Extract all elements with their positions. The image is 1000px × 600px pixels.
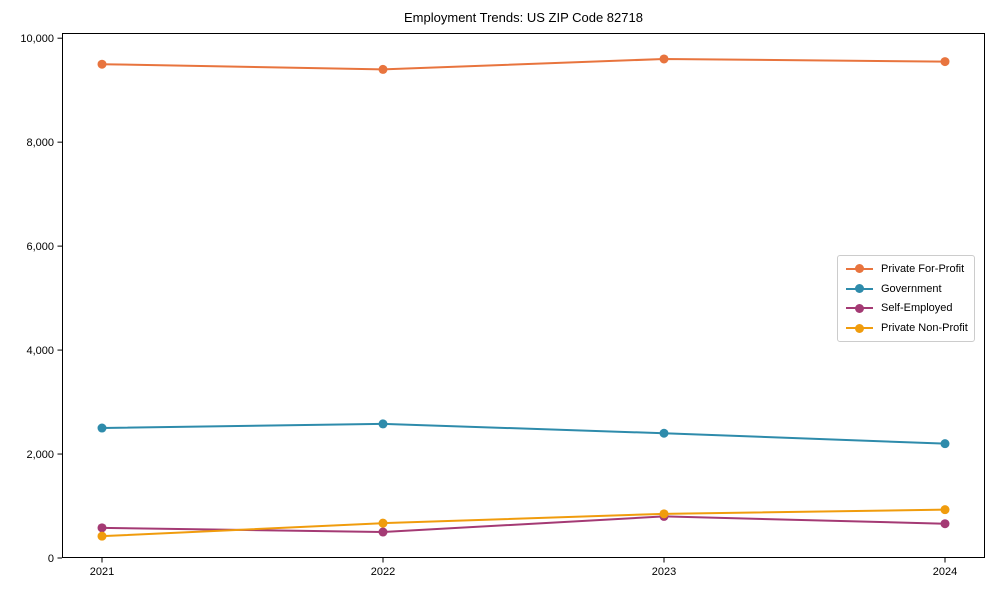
series-point-self-employed bbox=[97, 523, 107, 533]
legend-item-self-employed: Self-Employed bbox=[846, 299, 966, 317]
series-point-private-for-profit bbox=[97, 59, 107, 69]
series-point-private-non-profit bbox=[378, 518, 388, 528]
series-point-government bbox=[378, 419, 388, 429]
series-point-private-for-profit bbox=[659, 54, 669, 64]
x-tick-label: 2023 bbox=[652, 566, 676, 578]
legend-label: Private For-Profit bbox=[881, 262, 965, 275]
series-point-government bbox=[940, 439, 950, 449]
plot-border bbox=[62, 33, 985, 558]
series-point-private-for-profit bbox=[378, 64, 388, 74]
series-point-self-employed bbox=[940, 519, 950, 529]
legend-item-private-for-profit: Private For-Profit bbox=[846, 260, 966, 278]
legend-marker-icon bbox=[846, 284, 873, 294]
series-line-private-for-profit bbox=[101, 57, 946, 71]
y-tick-label: 10,000 bbox=[20, 33, 54, 45]
series-point-government bbox=[659, 428, 669, 438]
chart-title: Employment Trends: US ZIP Code 82718 bbox=[404, 10, 643, 25]
y-tick-label: 8,000 bbox=[26, 137, 54, 149]
x-tick-label: 2021 bbox=[90, 566, 114, 578]
series-point-private-non-profit bbox=[97, 531, 107, 541]
y-tick-label: 2,000 bbox=[26, 449, 54, 461]
legend-marker-icon bbox=[846, 323, 873, 333]
legend-marker-icon bbox=[846, 264, 873, 274]
legend-item-government: Government bbox=[846, 280, 966, 298]
series-line-private-non-profit bbox=[101, 508, 946, 538]
legend-marker-icon bbox=[846, 303, 873, 313]
series-point-government bbox=[97, 423, 107, 433]
x-tick-label: 2024 bbox=[933, 566, 957, 578]
legend-item-private-non-profit: Private Non-Profit bbox=[846, 319, 968, 337]
y-tick-label: 6,000 bbox=[26, 241, 54, 253]
legend: Private For-Profit Government Self-Employe… bbox=[837, 255, 975, 342]
legend-label: Private Non-Profit bbox=[881, 322, 968, 335]
series-line-government bbox=[101, 422, 946, 445]
series-point-private-for-profit bbox=[940, 57, 950, 67]
legend-label: Self-Employed bbox=[881, 302, 953, 315]
series-point-self-employed bbox=[378, 527, 388, 537]
y-tick-label: 0 bbox=[48, 553, 54, 565]
x-tick-label: 2022 bbox=[371, 566, 395, 578]
series-point-private-non-profit bbox=[659, 509, 669, 519]
y-tick-label: 4,000 bbox=[26, 345, 54, 357]
series-point-private-non-profit bbox=[940, 505, 950, 515]
legend-label: Government bbox=[881, 282, 942, 295]
